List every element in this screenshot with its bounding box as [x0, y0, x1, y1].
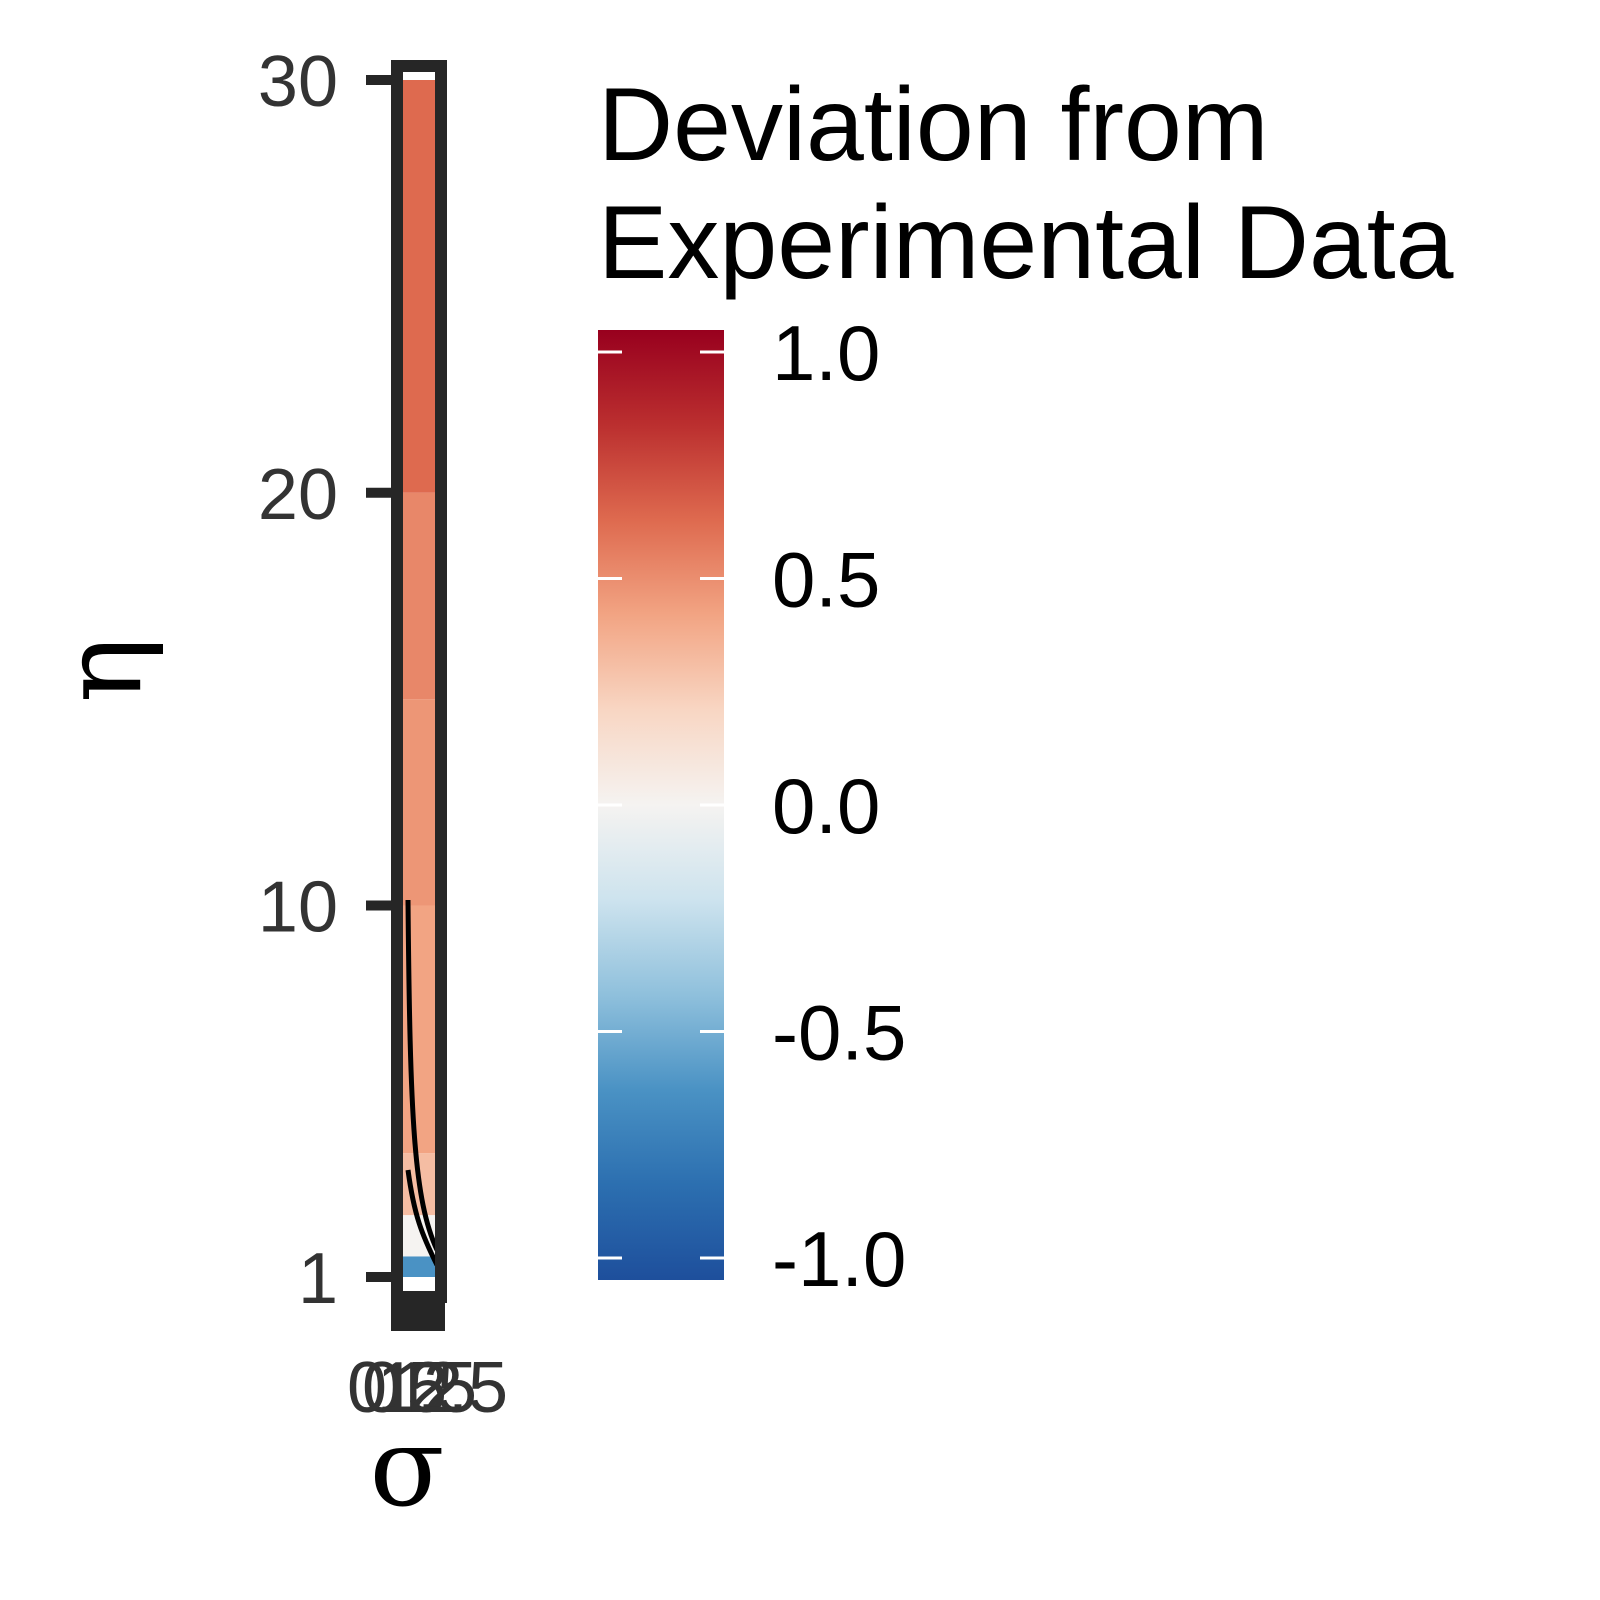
colorbar-legend: Deviation from Experimental Data 1.0 0.5 0… — [598, 67, 1454, 1303]
heatmap-cell — [401, 80, 437, 493]
legend-title-line-1: Deviation from — [598, 67, 1268, 183]
x-tick-label: 2.5 — [408, 1348, 508, 1428]
colorbar-tick-label: -1.0 — [772, 1215, 906, 1303]
plot-area — [391, 60, 447, 1303]
x-axis: 00.511.522.5 — [347, 1301, 508, 1428]
heatmap-cell — [401, 1256, 437, 1277]
contour-line — [405, 1169, 440, 1267]
x-tick-marks — [391, 1301, 445, 1331]
panel-border — [391, 60, 447, 1303]
y-axis: 1 10 20 30 — [258, 42, 395, 1319]
y-axis-title: η — [38, 637, 166, 703]
y-tick-label: 20 — [258, 455, 338, 535]
y-tick-label: 1 — [298, 1239, 338, 1319]
x-tick-label: 1 — [392, 1348, 432, 1428]
x-tick-label: 0.5 — [347, 1348, 447, 1428]
x-axis-title: σ — [369, 1403, 444, 1531]
colorbar-tick-label: -0.5 — [772, 989, 906, 1077]
x-tick-label: 2 — [423, 1348, 463, 1428]
colorbar-tick-label: 0.0 — [772, 762, 880, 850]
x-tick-label: 1.5 — [377, 1348, 477, 1428]
heatmap-cell — [401, 492, 437, 700]
colorbar-tick-label: 0.5 — [772, 536, 880, 624]
y-tick-label: 10 — [258, 868, 338, 948]
contour-line — [405, 899, 440, 1252]
colorbar-tick-label: 1.0 — [772, 309, 880, 397]
y-tick-label: 30 — [258, 42, 338, 122]
legend-title-line-2: Experimental Data — [598, 185, 1454, 301]
x-tick-label: 0 — [362, 1348, 402, 1428]
heatmap-cell — [401, 699, 437, 906]
colorbar-ticks: 1.0 0.5 0.0 -0.5 -1.0 — [598, 309, 906, 1303]
